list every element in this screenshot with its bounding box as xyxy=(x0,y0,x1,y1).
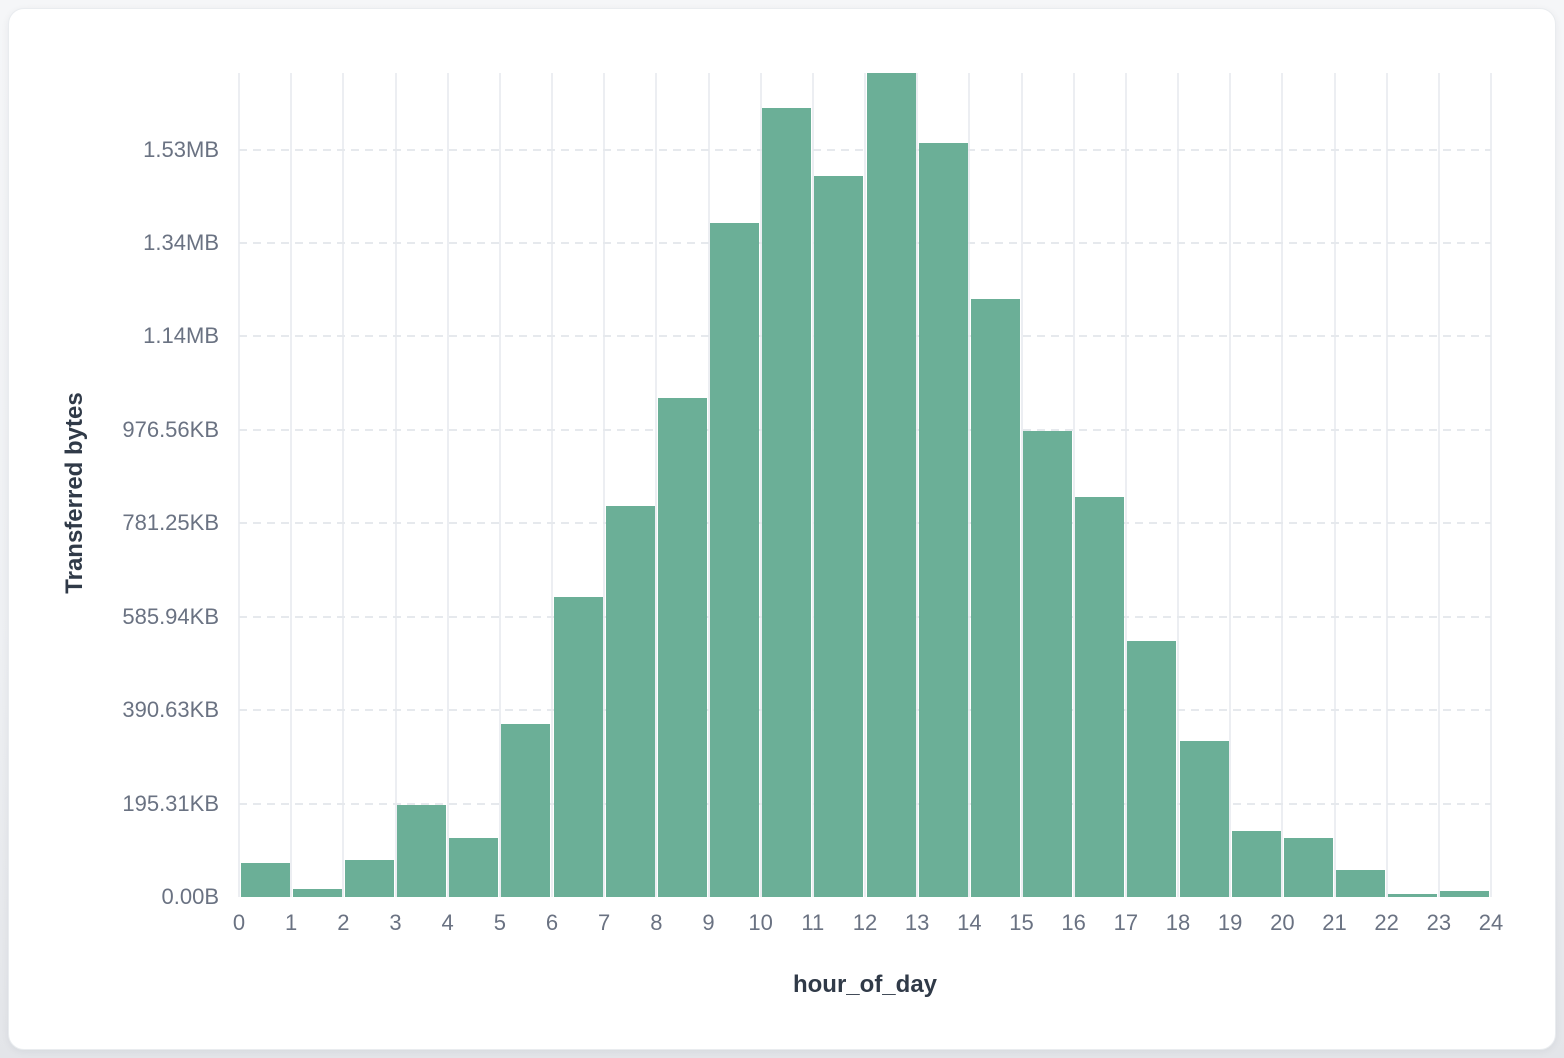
bar-hour-3[interactable] xyxy=(397,804,447,897)
x-tick-label: 11 xyxy=(801,910,825,935)
vertical-gridline xyxy=(968,73,971,897)
x-tick-label: 16 xyxy=(1061,910,1086,935)
vertical-gridline xyxy=(759,73,762,897)
x-axis-title: hour_of_day xyxy=(792,971,938,998)
vertical-gridline xyxy=(707,73,710,897)
x-tick-label: 1 xyxy=(285,910,298,935)
bar-hour-17[interactable] xyxy=(1127,640,1177,897)
horizontal-gridline xyxy=(239,802,1491,805)
bar-hour-23[interactable] xyxy=(1440,890,1490,897)
chart-card: 0.00B 195.31KB 390.63KB 585.94KB 781.25KB 976… xyxy=(8,8,1556,1050)
horizontal-gridline xyxy=(239,335,1491,338)
vertical-gridline xyxy=(1490,73,1492,897)
bar-hour-11[interactable] xyxy=(814,176,864,897)
vertical-gridline xyxy=(1437,73,1440,897)
y-tick-label: 976.56KB xyxy=(122,416,219,442)
vertical-gridline xyxy=(1229,73,1232,897)
vertical-gridline xyxy=(1020,73,1023,897)
vertical-gridline xyxy=(864,73,866,897)
x-tick-label: 15 xyxy=(1009,910,1034,935)
bar-hour-2[interactable] xyxy=(344,860,394,897)
x-tick-label: 23 xyxy=(1426,910,1452,935)
histogram-plot-area xyxy=(238,73,1492,897)
vertical-gridline xyxy=(916,73,919,897)
y-tick-label: 1.14MB xyxy=(143,323,219,349)
vertical-gridline xyxy=(394,73,397,897)
x-tick-label: 8 xyxy=(650,910,663,935)
bar-hour-15[interactable] xyxy=(1023,431,1073,897)
y-tick-label: 585.94KB xyxy=(122,603,219,629)
vertical-gridline xyxy=(1124,73,1127,897)
horizontal-gridline xyxy=(239,615,1491,618)
vertical-gridline xyxy=(1333,73,1336,897)
x-tick-label: 18 xyxy=(1165,910,1191,935)
bar-hour-10[interactable] xyxy=(762,107,812,897)
x-tick-label: 21 xyxy=(1322,910,1347,935)
bar-hour-9[interactable] xyxy=(710,223,760,897)
y-tick-label: 1.34MB xyxy=(143,230,219,256)
vertical-gridline xyxy=(1385,73,1388,897)
x-tick-label: 3 xyxy=(389,910,402,935)
bar-hour-1[interactable] xyxy=(292,889,342,897)
x-tick-label: 17 xyxy=(1113,910,1139,935)
vertical-gridline xyxy=(342,73,345,897)
horizontal-gridline xyxy=(239,709,1491,712)
bar-hour-22[interactable] xyxy=(1388,893,1438,897)
bar-hour-7[interactable] xyxy=(605,505,655,897)
bar-hour-14[interactable] xyxy=(970,298,1020,897)
x-tick-label: 10 xyxy=(748,910,773,935)
y-tick-label: 195.31KB xyxy=(122,790,219,816)
x-tick-label: 2 xyxy=(337,910,350,935)
vertical-gridline xyxy=(238,73,240,897)
bar-hour-18[interactable] xyxy=(1179,740,1229,897)
bar-hour-12[interactable] xyxy=(866,73,916,897)
vertical-gridline xyxy=(811,73,814,897)
vertical-gridline xyxy=(551,73,553,897)
x-tick-label: 24 xyxy=(1478,910,1504,935)
x-tick-label: 19 xyxy=(1217,910,1243,935)
bar-hour-19[interactable] xyxy=(1231,831,1281,897)
vertical-gridline xyxy=(1177,73,1179,897)
vertical-gridline xyxy=(446,73,449,897)
y-axis-title: Transferred bytes xyxy=(61,392,88,594)
horizontal-gridline xyxy=(239,148,1491,151)
x-tick-label: 22 xyxy=(1374,910,1399,935)
x-tick-label: 14 xyxy=(957,910,982,935)
vertical-gridline xyxy=(655,73,658,897)
y-tick-label: 1.53MB xyxy=(143,136,219,162)
x-tick-label: 12 xyxy=(852,910,878,935)
bar-hour-8[interactable] xyxy=(657,397,707,897)
vertical-gridline xyxy=(498,73,501,897)
vertical-gridline xyxy=(603,73,606,897)
x-tick-label: 20 xyxy=(1270,910,1295,935)
bar-hour-16[interactable] xyxy=(1075,497,1125,897)
bar-hour-6[interactable] xyxy=(553,597,603,897)
bar-hour-21[interactable] xyxy=(1336,870,1386,897)
x-tick-label: 13 xyxy=(904,910,930,935)
y-tick-label: 390.63KB xyxy=(122,697,219,723)
horizontal-gridline xyxy=(239,522,1491,525)
bar-hour-5[interactable] xyxy=(501,724,551,897)
y-tick-label: 781.25KB xyxy=(122,510,219,536)
y-tick-label: 0.00B xyxy=(161,884,220,909)
x-tick-label: 0 xyxy=(232,910,246,935)
x-tick-label: 4 xyxy=(441,910,454,935)
vertical-gridline xyxy=(1281,73,1284,897)
bar-hour-4[interactable] xyxy=(449,838,499,897)
vertical-gridline xyxy=(1072,73,1075,897)
bar-hour-20[interactable] xyxy=(1283,837,1333,897)
bar-hour-0[interactable] xyxy=(240,862,290,897)
x-tick-label: 5 xyxy=(493,910,506,935)
x-tick-label: 6 xyxy=(545,910,559,935)
bar-hour-13[interactable] xyxy=(918,142,968,897)
x-tick-label: 9 xyxy=(702,910,715,935)
vertical-gridline xyxy=(290,73,293,897)
x-tick-label: 7 xyxy=(598,910,611,935)
horizontal-gridline xyxy=(239,428,1491,431)
horizontal-gridline xyxy=(239,242,1491,245)
